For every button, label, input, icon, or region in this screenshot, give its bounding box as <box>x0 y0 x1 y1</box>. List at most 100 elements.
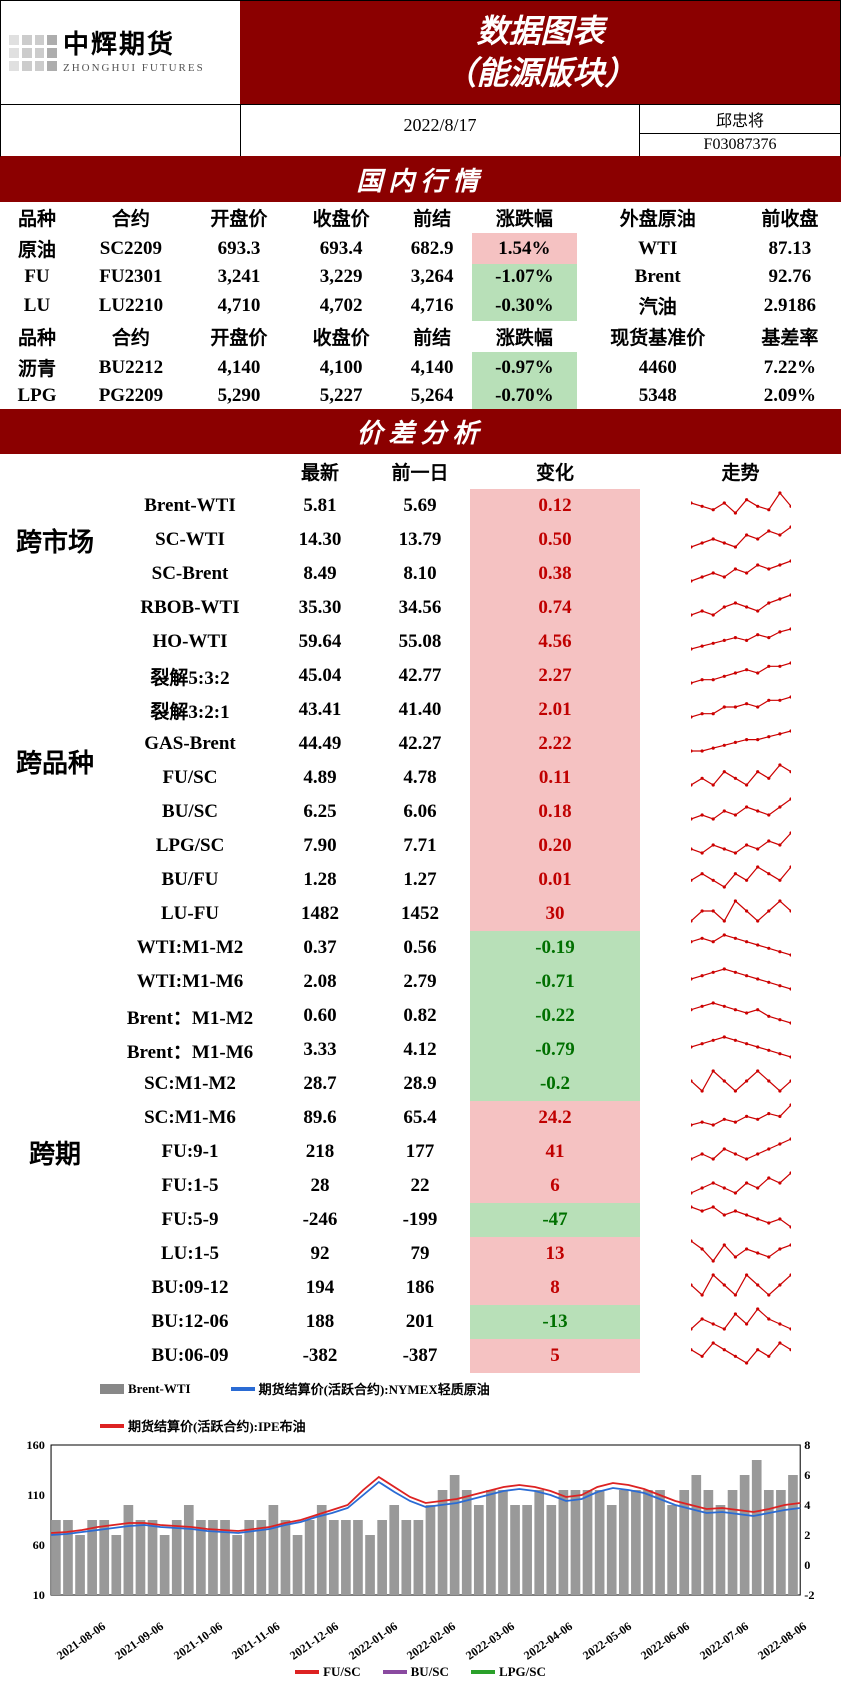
svg-text:4: 4 <box>804 1498 810 1512</box>
col-header: 合约 <box>74 202 188 233</box>
cell: 原油 <box>0 233 74 264</box>
cell: 3,264 <box>392 264 472 290</box>
col-header: 品种 <box>0 321 74 352</box>
prev-cell: 28.9 <box>370 1067 470 1101</box>
col-header: 基差率 <box>739 321 841 352</box>
cell: 4,100 <box>290 352 392 383</box>
change-cell: 0.11 <box>470 761 640 795</box>
col-header: 涨跌幅 <box>472 321 577 352</box>
x-tick: 2021-11-06 <box>229 1619 283 1663</box>
chart-top-legend: Brent-WTI期货结算价(活跃合约):NYMEX轻质原油期货结算价(活跃合约… <box>100 1379 831 1435</box>
change-cell: -47 <box>470 1203 640 1237</box>
chart-x-ticks: 2021-08-062021-09-062021-10-062021-11-06… <box>44 1619 801 1634</box>
latest-cell: 188 <box>270 1305 370 1339</box>
legend-item: FU/SC <box>295 1664 361 1680</box>
report-date: 2022/8/17 <box>241 105 640 156</box>
spread-name: BU/FU <box>110 863 270 897</box>
change-cell: -13 <box>470 1305 640 1339</box>
col-header: 开盘价 <box>188 321 290 352</box>
sparkline-cell <box>640 829 841 863</box>
sparkline-cell <box>640 727 841 761</box>
change-cell: 0.50 <box>470 523 640 557</box>
latest-cell: 6.25 <box>270 795 370 829</box>
spread-name: 裂解5:3:2 <box>110 659 270 693</box>
prev-cell: -387 <box>370 1339 470 1373</box>
sparkline-cell <box>640 489 841 523</box>
col-header: 外盘原油 <box>577 202 739 233</box>
domestic-section-header: 国内行情 <box>0 157 841 202</box>
latest-cell: 7.90 <box>270 829 370 863</box>
spread-table: 最新前一日变化走势跨市场Brent-WTI5.815.690.12SC-WTI1… <box>0 454 841 1373</box>
prev-cell: 2.79 <box>370 965 470 999</box>
col-header: 收盘价 <box>290 321 392 352</box>
sparkline-cell <box>640 931 841 965</box>
spread-name: GAS-Brent <box>110 727 270 761</box>
x-tick: 2022-03-06 <box>463 1619 517 1663</box>
svg-text:60: 60 <box>33 1538 45 1552</box>
sparkline-cell <box>640 659 841 693</box>
prev-cell: 6.06 <box>370 795 470 829</box>
meta-row: 2022/8/17 邱忠将 F03087376 <box>0 105 841 157</box>
svg-text:10: 10 <box>33 1588 45 1602</box>
change-cell: -0.2 <box>470 1067 640 1101</box>
col-header: 前一日 <box>370 454 470 489</box>
sparkline-cell <box>640 1169 841 1203</box>
latest-cell: 43.41 <box>270 693 370 727</box>
sparkline-cell <box>640 999 841 1033</box>
col-header: 收盘价 <box>290 202 392 233</box>
change-cell: 8 <box>470 1271 640 1305</box>
change-cell: 2.01 <box>470 693 640 727</box>
svg-text:0: 0 <box>804 1558 810 1572</box>
latest-cell: 44.49 <box>270 727 370 761</box>
change-cell: 30 <box>470 897 640 931</box>
prev-cell: 4.12 <box>370 1033 470 1067</box>
cell: 4,140 <box>392 352 472 383</box>
col-header: 品种 <box>0 202 74 233</box>
x-tick: 2021-12-06 <box>287 1619 341 1663</box>
cell: 4460 <box>577 352 739 383</box>
logo-cn: 中辉期货 <box>63 32 205 58</box>
title-line-2: （能源版块） <box>241 53 840 95</box>
change-cell: 2.22 <box>470 727 640 761</box>
logo-icon <box>9 35 57 71</box>
spread-name: SC:M1-M6 <box>110 1101 270 1135</box>
legend-item: BU/SC <box>383 1664 449 1680</box>
latest-cell: 4.89 <box>270 761 370 795</box>
svg-text:6: 6 <box>804 1468 810 1482</box>
cell: LU <box>0 290 74 321</box>
x-tick: 2022-08-06 <box>755 1619 809 1663</box>
change-cell: 13 <box>470 1237 640 1271</box>
page-title: 数据图表 （能源版块） <box>241 1 840 104</box>
cell: 5,264 <box>392 383 472 409</box>
x-tick: 2022-02-06 <box>404 1619 458 1663</box>
latest-cell: 3.33 <box>270 1033 370 1067</box>
pct-cell: -0.70% <box>472 383 577 409</box>
change-cell: -0.79 <box>470 1033 640 1067</box>
prev-cell: 201 <box>370 1305 470 1339</box>
pct-cell: -1.07% <box>472 264 577 290</box>
change-cell: 41 <box>470 1135 640 1169</box>
col-header <box>0 454 110 489</box>
cell: 5348 <box>577 383 739 409</box>
cell: 2.09% <box>739 383 841 409</box>
sparkline-cell <box>640 863 841 897</box>
cell: FU2301 <box>74 264 188 290</box>
author-name: 邱忠将 <box>640 105 840 134</box>
change-cell: 2.27 <box>470 659 640 693</box>
latest-cell: 59.64 <box>270 625 370 659</box>
spread-section-header: 价差分析 <box>0 409 841 454</box>
sparkline-cell <box>640 1339 841 1373</box>
author-code: F03087376 <box>640 134 840 156</box>
cell: 693.3 <box>188 233 290 264</box>
prev-cell: 1.27 <box>370 863 470 897</box>
spread-name: FU/SC <box>110 761 270 795</box>
logo-en: ZHONGHUI FUTURES <box>63 62 205 74</box>
cell: 3,241 <box>188 264 290 290</box>
sparkline-cell <box>640 1135 841 1169</box>
sparkline-cell <box>640 1067 841 1101</box>
prev-cell: 1452 <box>370 897 470 931</box>
cell: 沥青 <box>0 352 74 383</box>
spread-name: BU:06-09 <box>110 1339 270 1373</box>
col-header: 涨跌幅 <box>472 202 577 233</box>
latest-cell: 8.49 <box>270 557 370 591</box>
